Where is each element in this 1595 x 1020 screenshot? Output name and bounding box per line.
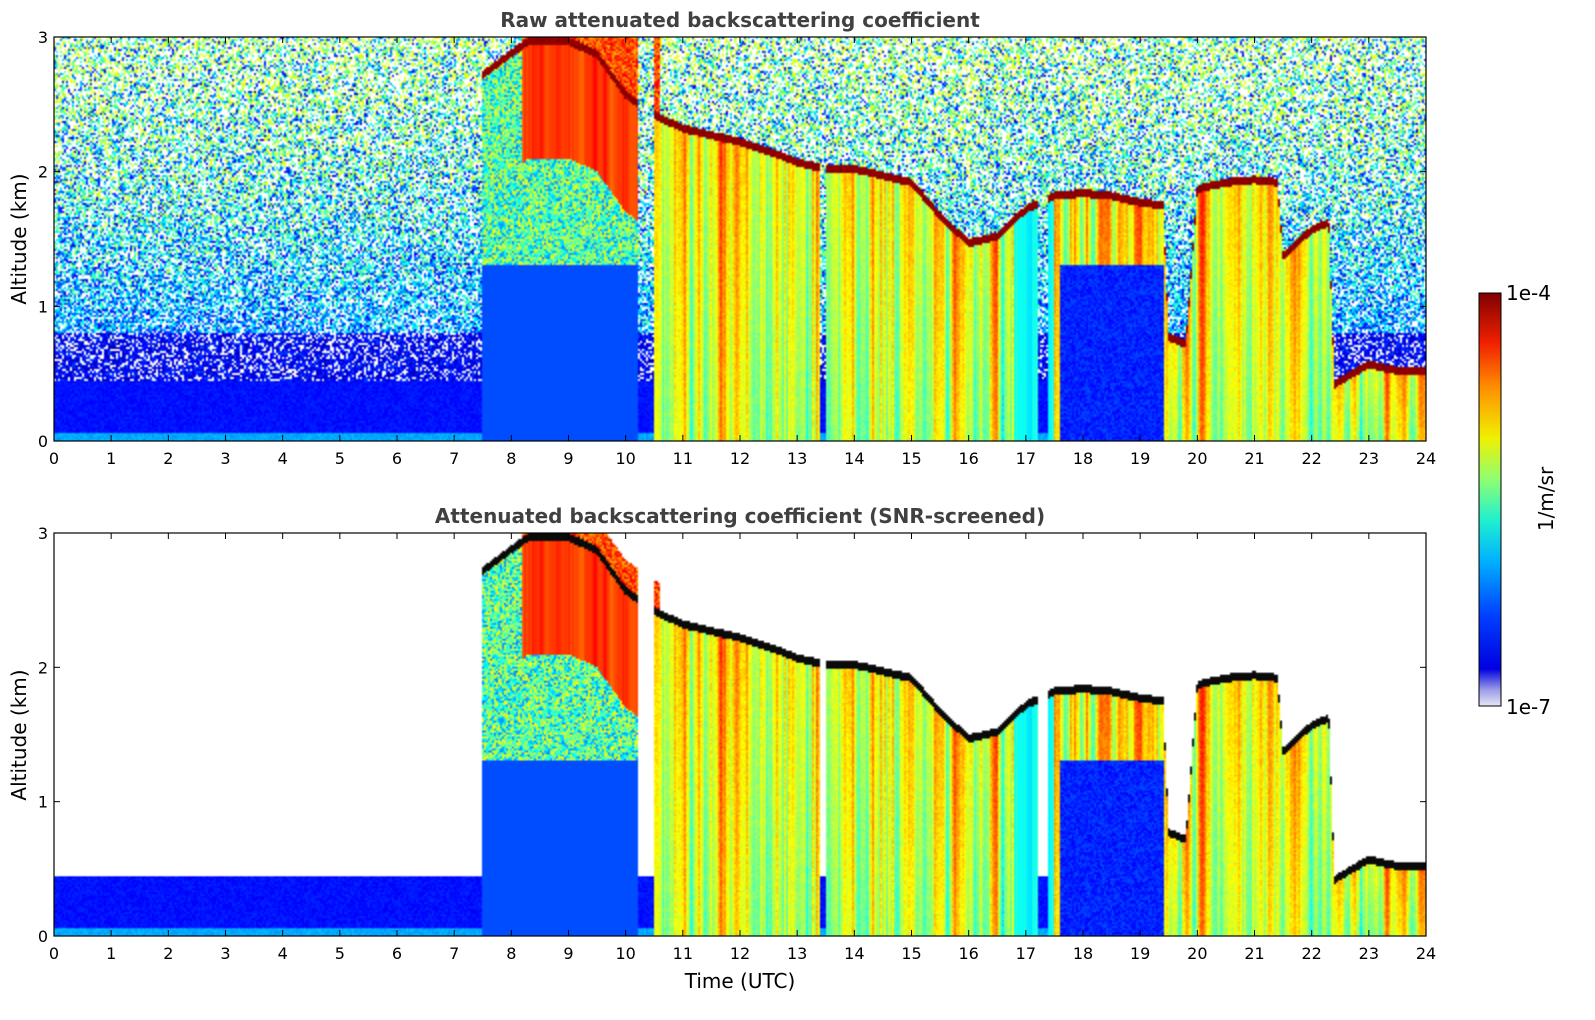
panel-raw: Raw attenuated backscattering coefficien… xyxy=(7,8,1436,468)
x-tick-label: 5 xyxy=(335,944,345,963)
x-tick-label: 10 xyxy=(615,944,635,963)
x-tick-label: 12 xyxy=(730,944,750,963)
panel-raw-plot-area xyxy=(54,37,1426,441)
x-tick-label: 14 xyxy=(844,449,864,468)
colorbar-gradient xyxy=(1478,292,1502,707)
panel-screened-y-ticks: 0 1 2 3 xyxy=(38,524,1426,946)
x-tick-label: 0 xyxy=(49,449,59,468)
x-tick-label: 15 xyxy=(901,944,921,963)
x-tick-label: 7 xyxy=(449,449,459,468)
x-tick-label: 2 xyxy=(163,449,173,468)
x-tick-label: 5 xyxy=(335,449,345,468)
x-tick-label: 1 xyxy=(106,449,116,468)
panel-screened-title: Attenuated backscattering coefficient (S… xyxy=(435,504,1045,528)
panel-screened-xlabel: Time (UTC) xyxy=(684,969,796,993)
x-tick-label: 9 xyxy=(563,944,573,963)
x-tick-label: 23 xyxy=(1359,449,1379,468)
x-tick-label: 22 xyxy=(1301,449,1321,468)
x-tick-label: 1 xyxy=(106,944,116,963)
colorbar-unit-label: 1/m/sr xyxy=(1534,466,1558,531)
x-tick-label: 9 xyxy=(563,449,573,468)
panel-raw-ylabel: Altitude (km) xyxy=(7,173,31,304)
x-tick-label: 20 xyxy=(1187,944,1207,963)
x-tick-label: 4 xyxy=(278,944,288,963)
x-tick-label: 3 xyxy=(220,944,230,963)
colorbar-min-label: 1e-7 xyxy=(1506,695,1551,719)
y-tick-label: 3 xyxy=(38,28,48,47)
x-tick-label: 7 xyxy=(449,944,459,963)
y-tick-label: 1 xyxy=(38,297,48,316)
colorbar: 1e-4 1e-7 1/m/sr xyxy=(1478,281,1558,719)
y-tick-label: 1 xyxy=(38,793,48,812)
x-tick-label: 3 xyxy=(220,449,230,468)
x-tick-label: 6 xyxy=(392,944,402,963)
x-tick-label: 18 xyxy=(1073,449,1093,468)
x-tick-label: 12 xyxy=(730,449,750,468)
panel-raw-y-ticks: 0 1 2 3 xyxy=(38,28,1426,451)
x-tick-label: 16 xyxy=(958,449,978,468)
x-tick-label: 11 xyxy=(673,944,693,963)
panel-screened-x-ticks: 0 1 2 3 4 5 6 7 8 9 10 11 12 13 14 15 16 17 18 19 20 21 22 23 24 xyxy=(49,533,1436,963)
x-tick-label: 24 xyxy=(1416,944,1436,963)
x-tick-label: 24 xyxy=(1416,449,1436,468)
x-tick-label: 8 xyxy=(506,449,516,468)
y-tick-label: 2 xyxy=(38,658,48,677)
x-tick-label: 2 xyxy=(163,944,173,963)
y-tick-label: 0 xyxy=(38,927,48,946)
x-tick-label: 4 xyxy=(278,449,288,468)
x-tick-label: 20 xyxy=(1187,449,1207,468)
y-tick-label: 0 xyxy=(38,432,48,451)
x-tick-label: 6 xyxy=(392,449,402,468)
x-tick-label: 13 xyxy=(787,449,807,468)
y-tick-label: 2 xyxy=(38,163,48,182)
colorbar-max-label: 1e-4 xyxy=(1506,281,1551,305)
panel-screened-ylabel: Altitude (km) xyxy=(7,669,31,800)
x-tick-label: 13 xyxy=(787,944,807,963)
x-tick-label: 16 xyxy=(958,944,978,963)
x-tick-label: 19 xyxy=(1130,449,1150,468)
panel-screened-plot-area xyxy=(54,533,1426,936)
x-tick-label: 10 xyxy=(615,449,635,468)
y-tick-label: 3 xyxy=(38,524,48,543)
panel-raw-title: Raw attenuated backscattering coefficien… xyxy=(500,8,980,32)
panel-raw-x-ticks: 0 1 2 3 4 5 6 7 8 9 10 11 12 13 14 15 16 17 18 19 20 21 22 23 24 xyxy=(49,37,1436,468)
x-tick-label: 11 xyxy=(673,449,693,468)
x-tick-label: 21 xyxy=(1244,944,1264,963)
x-tick-label: 17 xyxy=(1016,449,1036,468)
x-tick-label: 23 xyxy=(1359,944,1379,963)
x-tick-label: 19 xyxy=(1130,944,1150,963)
x-tick-label: 0 xyxy=(49,944,59,963)
panel-screened: Attenuated backscattering coefficient (S… xyxy=(7,504,1436,993)
x-tick-label: 21 xyxy=(1244,449,1264,468)
x-tick-label: 18 xyxy=(1073,944,1093,963)
x-tick-label: 8 xyxy=(506,944,516,963)
x-tick-label: 15 xyxy=(901,449,921,468)
x-tick-label: 14 xyxy=(844,944,864,963)
x-tick-label: 17 xyxy=(1016,944,1036,963)
x-tick-label: 22 xyxy=(1301,944,1321,963)
